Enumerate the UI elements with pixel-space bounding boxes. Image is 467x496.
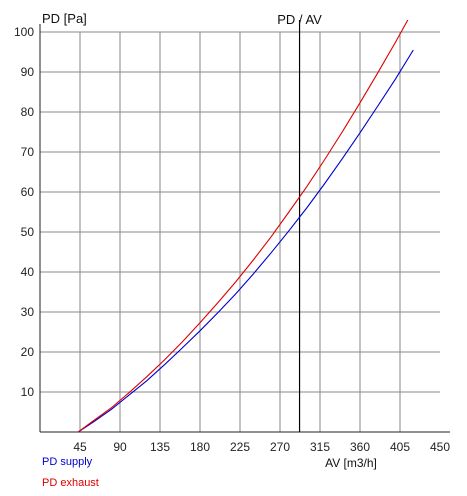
legend-item-supply: PD supply <box>42 456 93 468</box>
y-axis-label: PD [Pa] <box>42 11 87 26</box>
x-tick-label: 405 <box>390 440 410 454</box>
series-line-supply <box>77 49 414 432</box>
series-line-exhaust <box>77 20 409 432</box>
y-tick-label: 30 <box>21 305 35 319</box>
x-tick-label: 180 <box>190 440 210 454</box>
y-tick-label: 90 <box>21 65 35 79</box>
y-tick-label: 80 <box>21 105 35 119</box>
y-tick-label: 100 <box>14 25 34 39</box>
x-tick-label: 90 <box>113 440 127 454</box>
y-tick-label: 10 <box>21 385 35 399</box>
x-tick-label: 135 <box>150 440 170 454</box>
chart-title: PD / AV <box>277 12 322 27</box>
x-tick-label: 450 <box>430 440 450 454</box>
x-tick-label: 270 <box>270 440 290 454</box>
x-tick-label: 45 <box>73 440 87 454</box>
x-axis-label: AV [m3/h] <box>325 456 377 470</box>
x-tick-label: 225 <box>230 440 250 454</box>
y-tick-label: 50 <box>21 225 35 239</box>
y-tick-label: 20 <box>21 345 35 359</box>
y-tick-label: 60 <box>21 185 35 199</box>
x-tick-label: 360 <box>350 440 370 454</box>
y-tick-label: 40 <box>21 265 35 279</box>
legend-item-exhaust: PD exhaust <box>42 477 99 489</box>
y-tick-label: 70 <box>21 145 35 159</box>
x-tick-label: 315 <box>310 440 330 454</box>
